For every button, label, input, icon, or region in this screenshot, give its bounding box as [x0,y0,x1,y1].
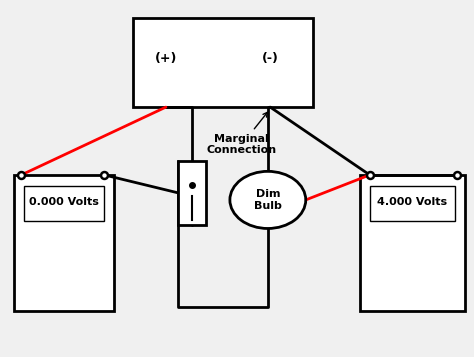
Bar [24,186,104,221]
Circle shape [230,171,306,228]
Bar [133,18,313,107]
Text: (-): (-) [262,51,279,65]
Text: Dim
Bulb: Dim Bulb [254,189,282,211]
Bar [360,175,465,311]
Bar [178,161,206,225]
Text: Marginal
Connection: Marginal Connection [207,112,277,155]
Text: 4.000 Volts: 4.000 Volts [377,197,447,207]
Bar [14,175,114,311]
Text: 0.000 Volts: 0.000 Volts [29,197,99,207]
Text: (+): (+) [155,51,177,65]
Bar [370,186,455,221]
